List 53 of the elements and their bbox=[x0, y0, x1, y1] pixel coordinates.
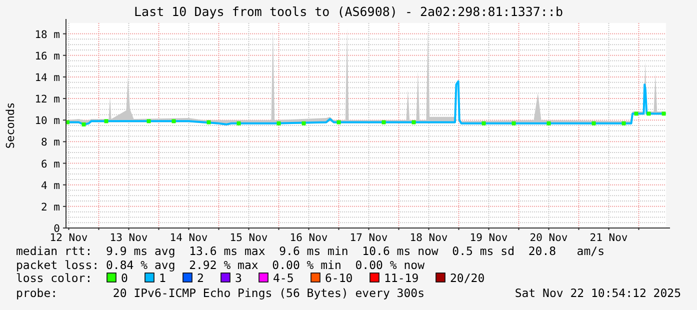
y-tick-label: 4 m bbox=[41, 180, 60, 192]
y-tick-label: 12 m bbox=[34, 94, 60, 106]
legend-label: 2 bbox=[197, 271, 204, 285]
y-tick-label: 18 m bbox=[34, 28, 60, 41]
x-tick-label: 13 Nov bbox=[110, 232, 148, 244]
legend-label: 0 bbox=[121, 271, 128, 285]
legend-label: 4-5 bbox=[273, 271, 294, 285]
point bbox=[512, 121, 516, 126]
point bbox=[146, 119, 151, 124]
x-tick-label: 16 Nov bbox=[290, 232, 328, 244]
legend-label: 20/20 bbox=[450, 271, 485, 285]
point bbox=[336, 120, 341, 124]
x-tick-label: 15 Nov bbox=[230, 232, 268, 244]
legend-title: loss color: bbox=[16, 271, 92, 285]
x-tick-label: 20 Nov bbox=[530, 232, 568, 244]
legend-label: 11-19 bbox=[384, 271, 419, 285]
point bbox=[276, 121, 281, 126]
point bbox=[236, 121, 241, 126]
point bbox=[646, 112, 651, 116]
point bbox=[592, 121, 596, 126]
y-tick-label: 14 m bbox=[34, 72, 60, 84]
legend-label: 1 bbox=[159, 271, 166, 285]
y-tick-label: 10 m bbox=[34, 115, 60, 128]
y-axis-title: Seconds bbox=[4, 102, 17, 149]
chart-title: Last 10 Days from tools to (AS6908) - 2a02:298:81:1337::b bbox=[134, 4, 563, 19]
y-tick-label: 2 m bbox=[41, 201, 60, 214]
y-tick-label: 8 m bbox=[41, 136, 60, 149]
y-tick-label: 6 m bbox=[41, 158, 60, 170]
point bbox=[382, 120, 386, 124]
text: Sat Nov 22 10:54:12 2025 bbox=[514, 286, 681, 300]
point bbox=[172, 119, 176, 124]
x-tick-label: 18 Nov bbox=[410, 232, 448, 244]
point bbox=[412, 120, 416, 124]
point bbox=[482, 121, 486, 126]
point bbox=[662, 112, 666, 116]
point bbox=[546, 121, 551, 126]
legend-label: 6-10 bbox=[325, 271, 353, 285]
text: packet loss: 0.84 % avg 2.92 % max 0.00 % min 0.00 % now bbox=[16, 258, 425, 272]
x-tick-label: 21 Nov bbox=[590, 232, 628, 244]
x-tick-label: 14 Nov bbox=[170, 232, 208, 244]
x-tick-label: 12 Nov bbox=[50, 232, 88, 244]
legend-label: 3 bbox=[235, 271, 242, 285]
text: median rtt: 9.9 ms avg 13.6 ms max 9.6 ms min 10.6 ms now 0.5 ms sd 20.8 am/s bbox=[16, 244, 605, 258]
point bbox=[104, 119, 108, 124]
point bbox=[206, 120, 211, 124]
x-tick-label: 19 Nov bbox=[470, 232, 508, 244]
y-tick-label: 16 m bbox=[34, 50, 60, 62]
point bbox=[82, 122, 86, 126]
x-tick-label: 17 Nov bbox=[350, 232, 388, 244]
point bbox=[622, 121, 626, 126]
point bbox=[634, 112, 638, 116]
text: probe: 20 IPv6-ICMP Echo Pings (56 Bytes) every 300s bbox=[16, 286, 424, 300]
point bbox=[302, 121, 306, 126]
